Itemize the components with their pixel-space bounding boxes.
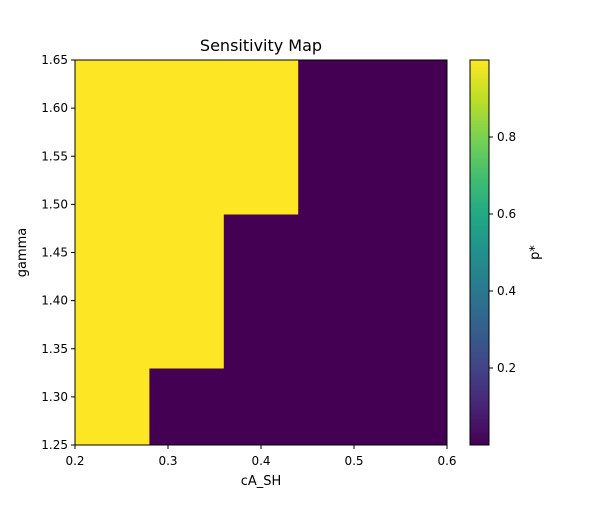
colorbar-tick-label: 0.6 <box>497 207 516 221</box>
heatmap-cell <box>298 368 374 446</box>
heatmap-cell <box>75 137 150 215</box>
y-axis-label: gamma <box>15 228 30 278</box>
heatmap-cells <box>75 60 448 446</box>
heatmap-cell <box>223 368 299 446</box>
y-tick-label: 1.50 <box>41 197 68 211</box>
heatmap-cell <box>223 137 299 215</box>
x-axis-ticks: 0.2 0.3 0.4 0.5 0.6 <box>65 445 457 468</box>
heatmap-cell <box>75 214 150 292</box>
x-tick-label: 0.4 <box>251 454 270 468</box>
heatmap-cell <box>372 60 448 138</box>
heatmap-cell <box>298 214 374 292</box>
heatmap-cell <box>149 291 225 369</box>
heatmap-cell <box>298 60 374 138</box>
heatmap-cell <box>223 291 299 369</box>
y-tick-label: 1.55 <box>41 149 68 163</box>
colorbar-label: p* <box>528 245 543 260</box>
y-tick-label: 1.65 <box>41 53 68 67</box>
heatmap-cell <box>298 137 374 215</box>
heatmap-cell <box>223 60 299 138</box>
heatmap-cell <box>75 291 150 369</box>
x-tick-label: 0.2 <box>65 454 84 468</box>
y-tick-label: 1.45 <box>41 246 68 260</box>
y-tick-label: 1.60 <box>41 101 68 115</box>
y-tick-label: 1.30 <box>41 390 68 404</box>
heatmap-cell <box>372 291 448 369</box>
heatmap-cell <box>298 291 374 369</box>
y-axis-ticks: 1.25 1.30 1.35 1.40 1.45 1.50 1.55 1.60 1.65 <box>41 53 75 452</box>
colorbar-tick-label: 0.8 <box>497 130 516 144</box>
x-tick-label: 0.3 <box>158 454 177 468</box>
heatmap-cell <box>75 368 150 446</box>
y-tick-label: 1.25 <box>41 438 68 452</box>
heatmap-cell <box>149 137 225 215</box>
heatmap-cell <box>149 368 225 446</box>
heatmap-cell <box>223 214 299 292</box>
y-tick-label: 1.35 <box>41 342 68 356</box>
heatmap-cell <box>75 60 150 138</box>
colorbar <box>469 59 490 446</box>
y-tick-label: 1.40 <box>41 294 68 308</box>
heatmap-cell <box>372 214 448 292</box>
heatmap-cell <box>149 60 225 138</box>
chart-title: Sensitivity Map <box>200 36 322 55</box>
colorbar-tick-label: 0.2 <box>497 361 516 375</box>
x-tick-label: 0.6 <box>437 454 456 468</box>
x-axis-label: cA_SH <box>241 474 282 489</box>
heatmap-cell <box>372 368 448 446</box>
heatmap-cell <box>149 214 225 292</box>
colorbar-ticks: 0.2 0.4 0.6 0.8 <box>489 130 516 375</box>
x-tick-label: 0.5 <box>344 454 363 468</box>
heatmap-cell <box>372 137 448 215</box>
colorbar-tick-label: 0.4 <box>497 284 516 298</box>
